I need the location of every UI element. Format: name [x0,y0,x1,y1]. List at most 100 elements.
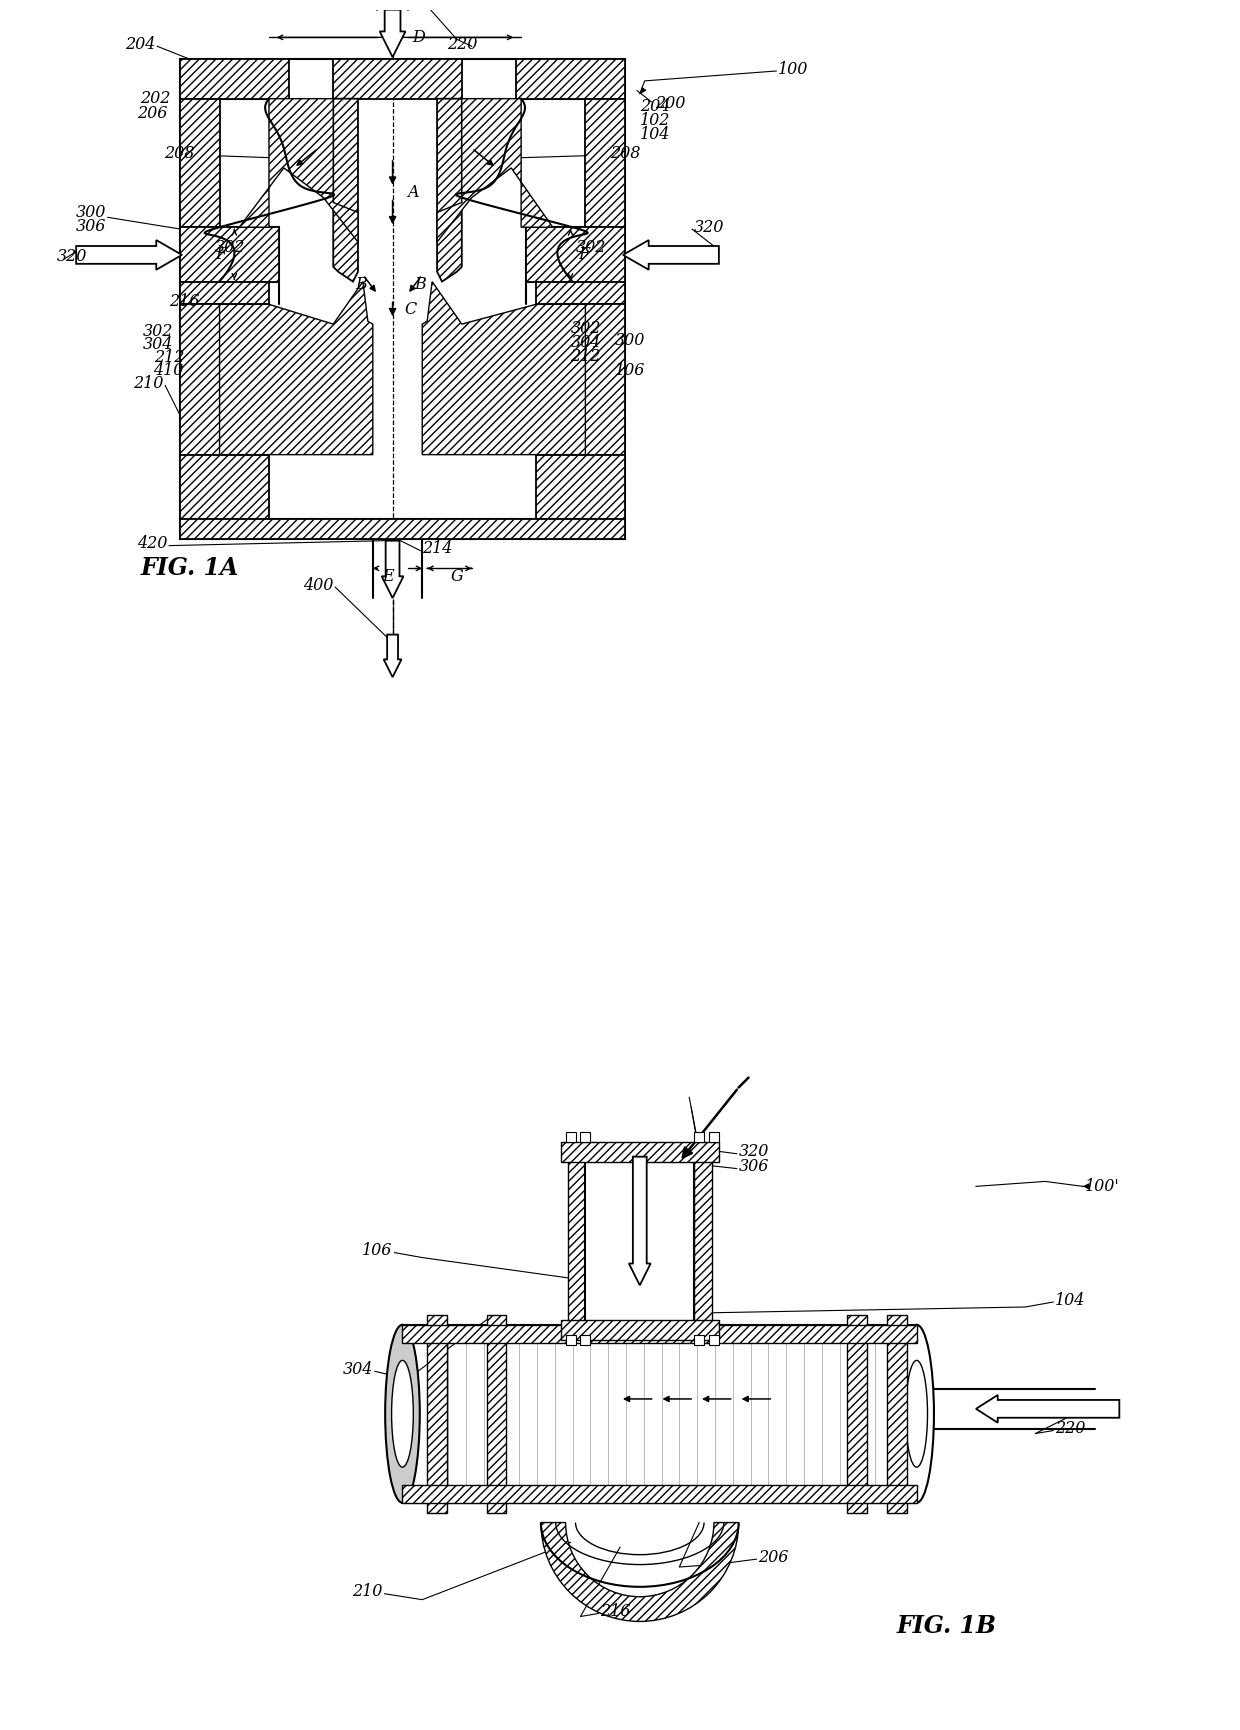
Bar [585,99,625,227]
Text: 106: 106 [362,1242,393,1259]
Text: 304: 304 [570,334,601,351]
Text: 220: 220 [1055,1420,1085,1438]
Text: 100: 100 [779,61,808,78]
Polygon shape [76,240,182,270]
Polygon shape [629,1157,651,1285]
Bar [565,1334,575,1344]
Text: 100': 100' [1085,1178,1120,1195]
Text: 320: 320 [56,249,87,265]
Text: 216: 216 [170,292,200,310]
Text: 208: 208 [165,145,195,161]
Bar [403,1484,916,1503]
Bar [536,282,625,304]
Polygon shape [976,1394,1120,1422]
Text: 104: 104 [1055,1292,1085,1308]
Bar [709,1334,719,1344]
Bar [580,1131,590,1142]
Polygon shape [239,99,358,242]
Text: 200: 200 [655,95,684,112]
Text: 304: 304 [143,336,174,353]
Polygon shape [382,541,403,599]
Text: 420: 420 [136,535,167,552]
Text: F: F [579,246,589,263]
Ellipse shape [386,1325,420,1503]
Polygon shape [423,282,585,455]
Polygon shape [379,10,405,57]
Text: 320: 320 [694,218,724,235]
Bar [486,1315,506,1512]
Text: G: G [450,567,464,585]
Bar [180,304,219,455]
Bar [847,1315,867,1512]
Ellipse shape [392,1360,413,1467]
Text: E: E [382,567,393,585]
Text: 216: 216 [600,1604,631,1619]
Text: 302: 302 [143,322,174,339]
Text: FIG. 1A: FIG. 1A [140,557,239,580]
Ellipse shape [899,1325,934,1503]
Text: 300: 300 [76,204,105,221]
Text: 208: 208 [610,145,641,161]
Bar [560,1320,719,1339]
Text: 306: 306 [739,1157,769,1175]
Polygon shape [383,635,402,676]
Text: 320: 320 [739,1144,769,1161]
Bar [180,99,219,227]
Polygon shape [334,99,358,282]
Bar [560,1142,719,1161]
Text: 102: 102 [640,112,670,130]
Polygon shape [622,240,719,270]
Bar [403,1325,916,1342]
Text: 204: 204 [125,36,155,54]
Wedge shape [541,1522,739,1621]
Bar [180,455,269,519]
Text: 300: 300 [615,332,646,349]
Text: 302: 302 [575,239,606,256]
Text: 106: 106 [615,362,646,379]
Polygon shape [585,1147,694,1330]
Bar [568,1147,585,1330]
Text: 400: 400 [303,576,334,593]
Polygon shape [170,99,622,538]
Bar [180,519,625,538]
Text: 210: 210 [133,375,164,393]
Text: 104: 104 [640,126,670,144]
Bar [565,1131,575,1142]
Text: 206: 206 [759,1548,789,1566]
Text: 306: 306 [76,218,105,235]
Text: D: D [413,29,425,47]
Text: B: B [414,277,427,292]
Bar [180,59,289,99]
Text: 212: 212 [155,349,185,367]
Text: 302: 302 [570,320,601,337]
Text: C: C [404,301,417,318]
Text: 212: 212 [570,348,601,365]
Bar [403,1325,916,1503]
Ellipse shape [905,1360,928,1467]
Bar [694,1147,712,1330]
Text: 206: 206 [136,106,167,123]
Bar [334,59,461,99]
Bar [180,227,279,282]
Text: 220: 220 [446,36,477,54]
Bar [526,227,625,282]
Bar [428,1315,446,1512]
Text: 214: 214 [423,540,453,557]
Bar [516,59,625,99]
Bar [180,282,269,304]
Text: 304: 304 [342,1362,373,1377]
Text: 410: 410 [153,362,184,379]
Text: B: B [355,277,367,292]
Text: 204: 204 [640,99,670,116]
Bar [694,1334,704,1344]
Text: 302: 302 [215,239,246,256]
Bar [536,455,625,519]
Polygon shape [436,99,461,282]
Bar [694,1131,704,1142]
Text: 210: 210 [352,1583,383,1600]
Text: 202: 202 [140,90,170,107]
Bar [709,1131,719,1142]
Text: F: F [216,246,227,263]
Text: A: A [408,183,419,201]
Polygon shape [436,99,553,242]
